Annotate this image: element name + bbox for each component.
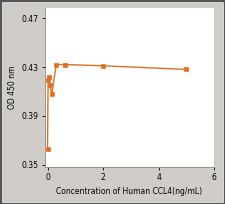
Y-axis label: OD 450 nm: OD 450 nm xyxy=(8,66,17,110)
X-axis label: Concentration of Human CCL4(ng/mL): Concentration of Human CCL4(ng/mL) xyxy=(56,187,202,196)
